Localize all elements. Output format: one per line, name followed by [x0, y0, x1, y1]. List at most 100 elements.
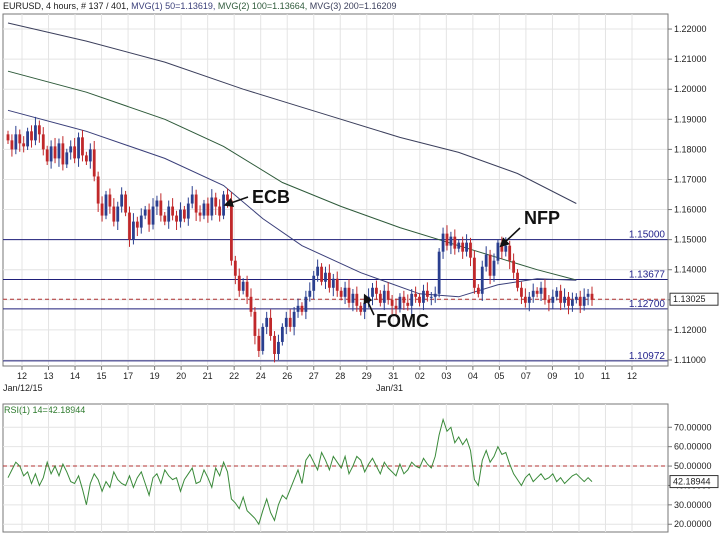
time-tick-label: 09 [547, 371, 557, 381]
annotation-arrow [499, 227, 521, 248]
candle-body [104, 194, 108, 216]
candle-body [484, 254, 488, 267]
candle-body [590, 293, 594, 300]
candle-body [363, 302, 367, 312]
candle-body [6, 134, 10, 141]
annotation-arrow [223, 196, 249, 207]
candle-body [34, 125, 37, 141]
candle-body [500, 242, 504, 252]
candle-body [523, 296, 527, 303]
date-mid-label: Jan/31 [376, 383, 403, 393]
rsi-panel [2, 403, 669, 533]
current-price-box [669, 292, 719, 306]
candle-body [422, 290, 425, 303]
candle-body [143, 209, 147, 216]
price-tick-label: 1.20000 [674, 84, 707, 94]
candle-body [316, 266, 320, 276]
candle-body [284, 317, 288, 327]
candle-body [571, 299, 574, 306]
candle-body [77, 137, 80, 159]
time-tick-label: 26 [282, 371, 292, 381]
price-tick-label: 1.17000 [674, 174, 707, 184]
price-tick-label: 1.18000 [674, 144, 707, 154]
candle-body [120, 194, 124, 207]
time-tick-label: 17 [123, 371, 133, 381]
price-axis: 1.22000 1.21000 1.20000 1.19000 1.18000 1.170… [668, 24, 719, 365]
candle-body [214, 197, 218, 207]
candle-body [186, 203, 190, 219]
candle-body [406, 302, 410, 306]
candle-body [512, 260, 516, 273]
candle-body [179, 209, 182, 222]
time-tick-label: 11 [601, 371, 610, 381]
time-tick-label: 07 [521, 371, 531, 381]
candle-body [531, 290, 535, 297]
candlesticks [6, 116, 594, 363]
ma100-line [7, 70, 577, 281]
candle-body [155, 200, 159, 207]
ma200-line [7, 22, 577, 204]
candle-body [100, 203, 104, 216]
candle-body [375, 287, 378, 294]
candle-body [26, 131, 29, 147]
candle-body [496, 242, 500, 261]
candle-body [445, 233, 449, 246]
time-tick-label: 05 [494, 371, 504, 381]
candle-body [304, 296, 308, 312]
candle-body [402, 296, 406, 303]
candle-body [112, 206, 116, 222]
candle-body [453, 236, 457, 249]
candle-body [414, 293, 418, 297]
candle-body [437, 251, 441, 294]
time-tick-label: 12 [17, 371, 27, 381]
candle-body [10, 140, 14, 150]
candle-body [65, 152, 69, 165]
candle-body [49, 146, 53, 162]
level-label: 1.10972 [629, 351, 666, 362]
candle-body [476, 287, 480, 294]
candle-body [429, 296, 433, 298]
price-tick-label: 1.15000 [674, 235, 707, 245]
candle-body [159, 200, 163, 216]
rsi-tick-label: 60.00000 [674, 442, 712, 452]
rsi-tick-label: 70.00000 [674, 422, 712, 432]
candle-body [582, 296, 586, 306]
candle-body [386, 290, 390, 300]
level-label: 1.12700 [629, 299, 666, 310]
ma2-label: MVG(2) 100=1.13664, [218, 1, 307, 11]
candle-body [190, 194, 194, 204]
annotation-arrow [363, 293, 375, 316]
time-tick-label: 13 [44, 371, 54, 381]
candle-body [198, 212, 202, 216]
candle-body [418, 296, 421, 303]
candle-body [473, 257, 476, 288]
candle-body [288, 317, 292, 327]
time-tick-label: 31 [388, 371, 398, 381]
candle-body [324, 272, 327, 282]
candle-body [327, 272, 331, 288]
rsi-tick-label: 50.00000 [674, 461, 712, 471]
candle-body [139, 215, 143, 228]
price-tick-label: 1.22000 [674, 24, 707, 34]
candle-body [465, 242, 468, 252]
candle-body [296, 305, 300, 312]
rsi-current-label: 42.18944 [673, 477, 711, 487]
candle-body [22, 143, 26, 147]
candle-body [182, 209, 186, 219]
time-axis: 12 13 14 15 17 19 20 21 22 24 26 27 28 29 31 02 03 04 05 07… [17, 366, 637, 381]
candle-body [559, 290, 563, 303]
candle-body [280, 326, 284, 342]
candle-body [108, 194, 112, 207]
candle-body [69, 146, 73, 153]
price-tick-label: 1.11000 [674, 355, 706, 365]
rsi-tick-label: 20.00000 [674, 519, 712, 529]
candle-body [457, 242, 461, 249]
candle-body [504, 245, 508, 252]
candle-body [14, 134, 18, 150]
candle-body [410, 293, 414, 306]
time-tick-label: 20 [176, 371, 186, 381]
candle-body [335, 278, 339, 291]
candle-body [194, 194, 198, 213]
